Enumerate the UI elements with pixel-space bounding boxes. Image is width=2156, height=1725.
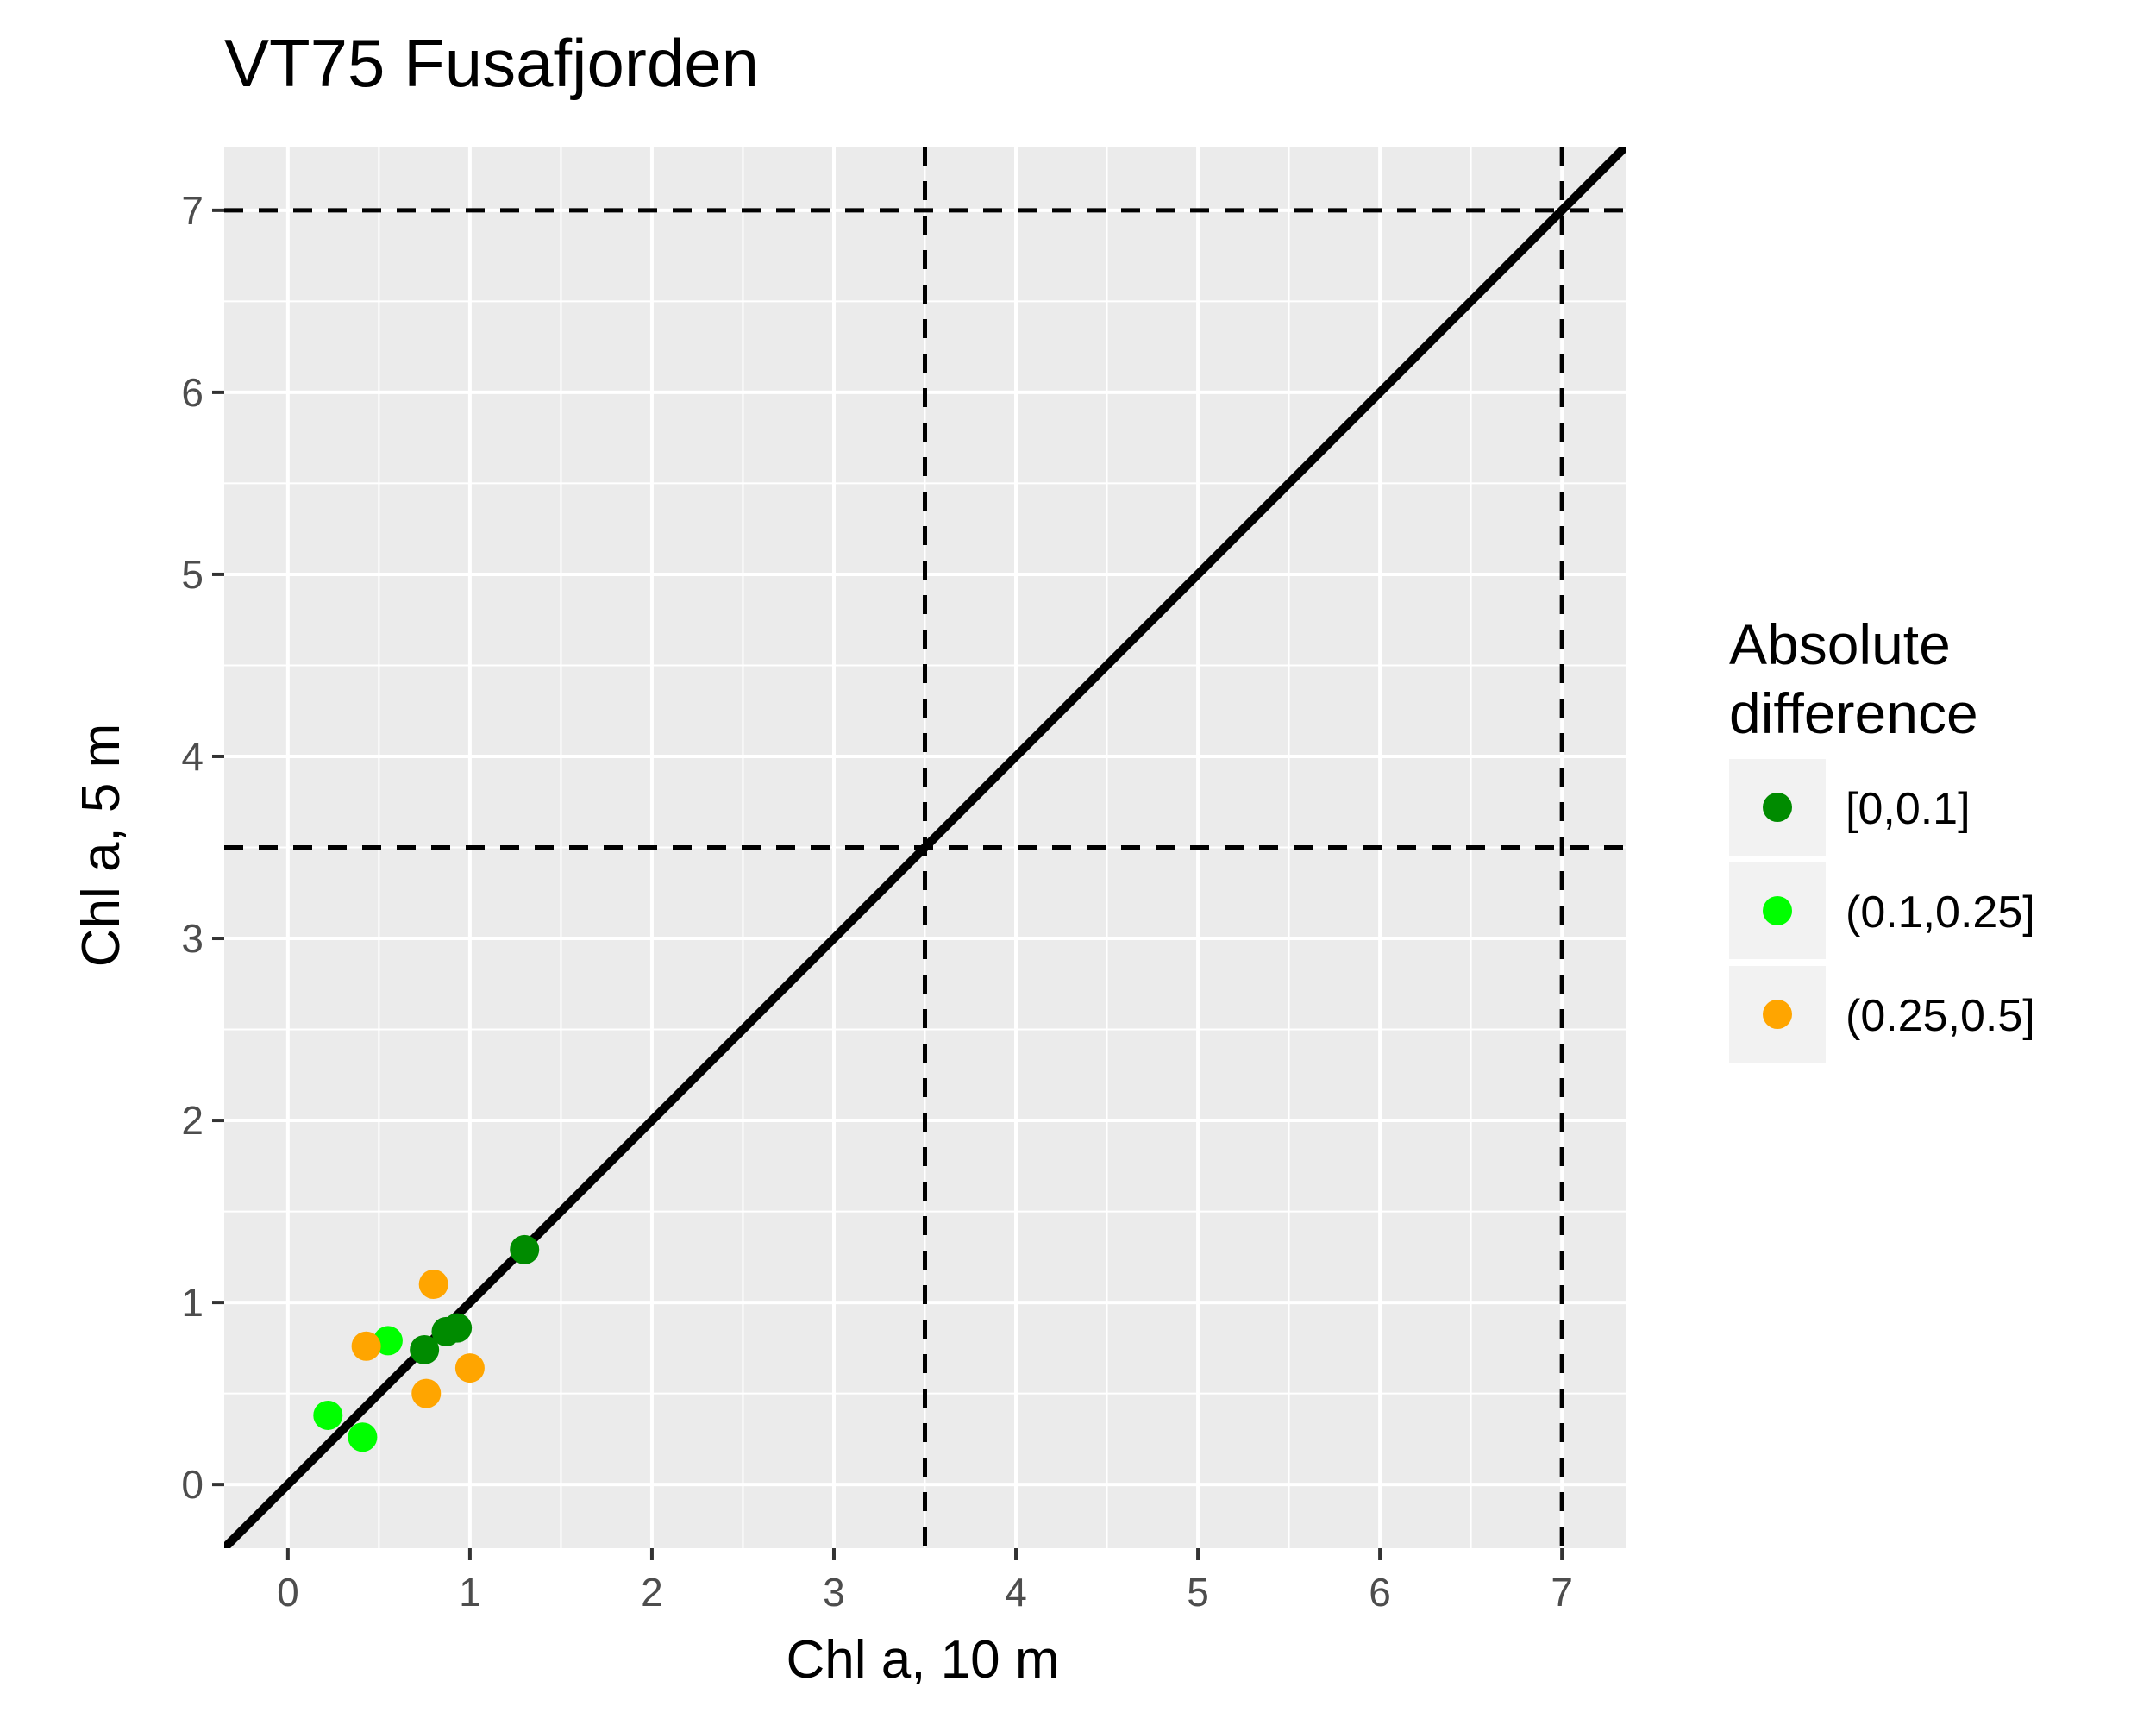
plot-panel (224, 147, 1626, 1548)
data-point (410, 1334, 440, 1364)
y-tick-label: 0 (181, 1462, 204, 1507)
legend: Absolute difference [0,0.1] (0.1,0.25] (0.… (1729, 612, 2035, 1063)
y-tick-label: 7 (181, 188, 204, 233)
x-axis-title: Chl a, 10 m (786, 1630, 1059, 1690)
x-tick-label: 7 (1551, 1570, 1573, 1615)
legend-key-point (1763, 896, 1792, 925)
data-point (454, 1353, 485, 1383)
legend-entry-label: (0.25,0.5] (1846, 991, 2035, 1041)
x-tick-label: 2 (641, 1570, 663, 1615)
panel-content (224, 147, 1626, 1548)
axis-ticks: 0 1 2 3 4 5 6 7 0 1 2 3 4 5 6 7 (181, 188, 1573, 1615)
x-tick-label: 4 (1005, 1570, 1027, 1615)
legend-title-line-1: Absolute (1729, 612, 1951, 676)
x-tick-label: 6 (1369, 1570, 1391, 1615)
data-point (442, 1313, 473, 1343)
y-tick-label: 6 (181, 370, 204, 415)
legend-entry-label: (0.1,0.25] (1846, 888, 2035, 938)
legend-title-line-2: difference (1729, 681, 1978, 745)
x-tick-label: 0 (277, 1570, 299, 1615)
legend-key-point (1763, 1000, 1792, 1029)
y-tick-label: 2 (181, 1098, 204, 1143)
y-tick-label: 3 (181, 916, 204, 961)
y-tick-label: 4 (181, 734, 204, 779)
y-axis-title: Chl a, 5 m (72, 724, 131, 968)
data-point (411, 1378, 442, 1408)
y-tick-label: 1 (181, 1280, 204, 1325)
data-point (348, 1422, 378, 1452)
x-tick-label: 3 (823, 1570, 845, 1615)
chart-title: VT75 Fusafjorden (224, 25, 759, 101)
x-tick-label: 5 (1187, 1570, 1209, 1615)
data-point (510, 1234, 540, 1264)
legend-entry-label: [0,0.1] (1846, 784, 1971, 834)
data-point (351, 1331, 381, 1361)
data-point (313, 1400, 343, 1430)
legend-key-point (1763, 793, 1792, 822)
y-tick-label: 5 (181, 552, 204, 597)
x-tick-label: 1 (459, 1570, 481, 1615)
data-point (418, 1269, 448, 1299)
